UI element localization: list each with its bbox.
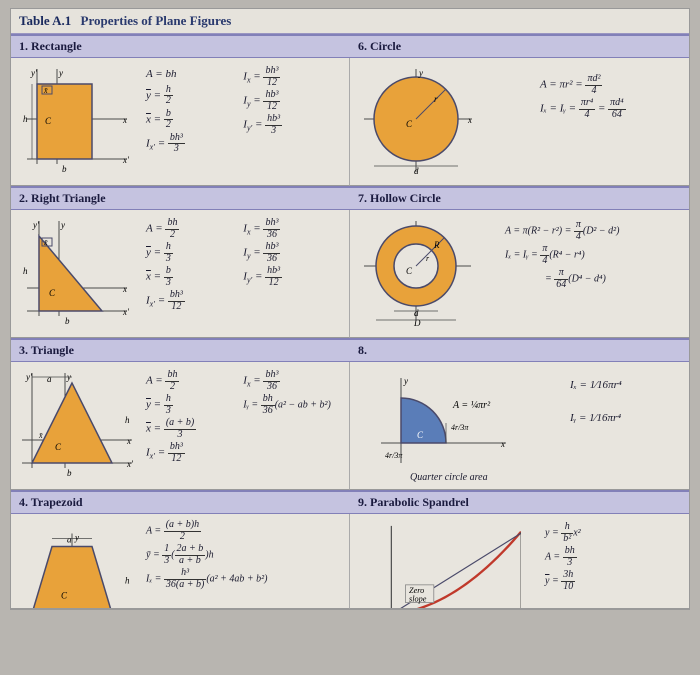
section-head-8: 8. xyxy=(350,338,689,362)
cell-right-triangle: y' y x̄ x x' C b h A = bh2 y = h3 x = b3… xyxy=(11,210,350,338)
svg-text:y: y xyxy=(418,68,423,78)
svg-text:x̄: x̄ xyxy=(43,238,48,247)
svg-text:x': x' xyxy=(122,155,130,165)
svg-text:x̄: x̄ xyxy=(43,86,48,95)
svg-text:D: D xyxy=(413,318,421,328)
svg-text:x: x xyxy=(467,115,472,125)
right-triangle-equations: A = bh2 y = h3 x = b3 Ix' = bh³12 Ix = b… xyxy=(146,218,343,314)
cell-circle: r C x y d A = πr² = πd²4 Iₓ = Iᵧ = πr⁴4 … xyxy=(350,58,689,186)
cell-quarter-circle: y x C A = ¼πr² 4r/3π 4r/3π Iₓ = 1⁄16πr⁴ … xyxy=(350,362,689,490)
svg-text:R: R xyxy=(433,240,440,250)
circle-equations: A = πr² = πd²4 Iₓ = Iᵧ = πr⁴4 = πd⁴64 xyxy=(540,74,683,122)
rectangle-equations: A = bh y = h2 x = b2 Ix' = bh³3 Ix = bh³… xyxy=(146,66,343,157)
svg-text:y': y' xyxy=(25,372,33,382)
rectangle-figure: y' y x x' C x̄ b h xyxy=(17,64,137,176)
svg-text:C: C xyxy=(406,119,413,129)
svg-text:h: h xyxy=(125,576,130,586)
svg-text:x': x' xyxy=(126,459,134,469)
section-head-hollow-circle: 7. Hollow Circle xyxy=(350,186,689,210)
svg-text:slope: slope xyxy=(409,594,427,603)
svg-text:x̄: x̄ xyxy=(38,431,43,440)
triangle-figure: y' y a x̄ x x' C b h xyxy=(17,368,137,480)
svg-text:r: r xyxy=(434,94,438,104)
trapezoid-equations: A = (a + b)h2 ȳ = 13(2a + ba + b)h Iₓ = … xyxy=(146,520,343,592)
svg-text:C: C xyxy=(55,442,62,452)
svg-text:C: C xyxy=(406,266,413,276)
title-label: Table A.1 xyxy=(19,13,71,28)
cell-hollow-circle: R r C d D A = π(R² − r²) = π4(D² − d²) I… xyxy=(350,210,689,338)
parabolic-spandrel-figure: Zero slope h b x̄ = 3b/4 xyxy=(356,520,521,609)
svg-text:h: h xyxy=(23,114,28,124)
svg-text:b: b xyxy=(65,316,70,326)
svg-text:h: h xyxy=(125,415,130,425)
svg-text:x': x' xyxy=(122,307,130,317)
right-triangle-figure: y' y x̄ x x' C b h xyxy=(17,216,137,328)
svg-text:C: C xyxy=(417,430,424,440)
hollow-circle-equations: A = π(R² − r²) = π4(D² − d²) Iₓ = Iᵧ = π… xyxy=(505,220,683,292)
svg-text:y': y' xyxy=(30,68,38,78)
circle-figure: r C x y d xyxy=(356,64,476,176)
svg-text:x: x xyxy=(500,439,505,449)
svg-text:a: a xyxy=(47,374,52,384)
triangle-equations: A = bh2 y = h3 x = (a + b)3 Ix' = bh³12 … xyxy=(146,370,343,466)
svg-text:d: d xyxy=(414,166,419,176)
trapezoid-figure: a y C h xyxy=(17,520,137,609)
svg-text:b: b xyxy=(67,468,72,478)
quarter-circle-figure: y x C A = ¼πr² 4r/3π 4r/3π xyxy=(356,368,506,480)
hollow-circle-figure: R r C d D xyxy=(356,216,476,328)
cell-rectangle: y' y x x' C x̄ b h A = bh y = h2 x = b2 … xyxy=(11,58,350,186)
section-head-triangle: 3. Triangle xyxy=(11,338,350,362)
svg-text:x: x xyxy=(122,115,127,125)
section-head-circle: 6. Circle xyxy=(350,34,689,58)
quarter-circle-equations: Iₓ = 1⁄16πr⁴ Iᵧ = 1⁄16πr⁴ xyxy=(570,376,683,429)
svg-text:y': y' xyxy=(32,220,40,230)
svg-text:a: a xyxy=(67,535,72,545)
svg-text:h: h xyxy=(23,266,28,276)
svg-text:x: x xyxy=(122,284,127,294)
svg-text:C: C xyxy=(61,591,68,601)
svg-text:y: y xyxy=(60,220,65,230)
figure-grid: 1. Rectangle 6. Circle y' y x x' C x̄ b xyxy=(11,34,689,609)
cell-triangle: y' y a x̄ x x' C b h A = bh2 y = h3 x = … xyxy=(11,362,350,490)
svg-text:C: C xyxy=(45,116,52,126)
quarter-circle-label: Quarter circle area xyxy=(410,472,488,483)
svg-text:b: b xyxy=(62,164,67,174)
cell-trapezoid: a y C h A = (a + b)h2 ȳ = 13(2a + ba + b… xyxy=(11,514,350,609)
svg-text:A = ¼πr²: A = ¼πr² xyxy=(452,400,491,411)
svg-text:y: y xyxy=(403,376,408,386)
parabolic-spandrel-equations: y = hb²x² A = bh3 y = 3h10 xyxy=(545,522,683,594)
svg-text:d: d xyxy=(414,308,419,318)
page: Table A.1 Properties of Plane Figures 1.… xyxy=(10,8,690,610)
svg-text:C: C xyxy=(49,288,56,298)
section-head-trapezoid: 4. Trapezoid xyxy=(11,490,350,514)
svg-text:x: x xyxy=(126,436,131,446)
title-text: Properties of Plane Figures xyxy=(81,13,232,28)
section-head-rectangle: 1. Rectangle xyxy=(11,34,350,58)
svg-text:4r/3π: 4r/3π xyxy=(385,451,403,460)
table-title: Table A.1 Properties of Plane Figures xyxy=(11,9,689,34)
section-head-right-triangle: 2. Right Triangle xyxy=(11,186,350,210)
cell-parabolic-spandrel: Zero slope h b x̄ = 3b/4 y = hb²x² A = b… xyxy=(350,514,689,609)
svg-text:y: y xyxy=(74,533,79,543)
svg-text:4r/3π: 4r/3π xyxy=(451,423,469,432)
section-head-parabolic-spandrel: 9. Parabolic Spandrel xyxy=(350,490,689,514)
svg-text:y: y xyxy=(58,68,63,78)
